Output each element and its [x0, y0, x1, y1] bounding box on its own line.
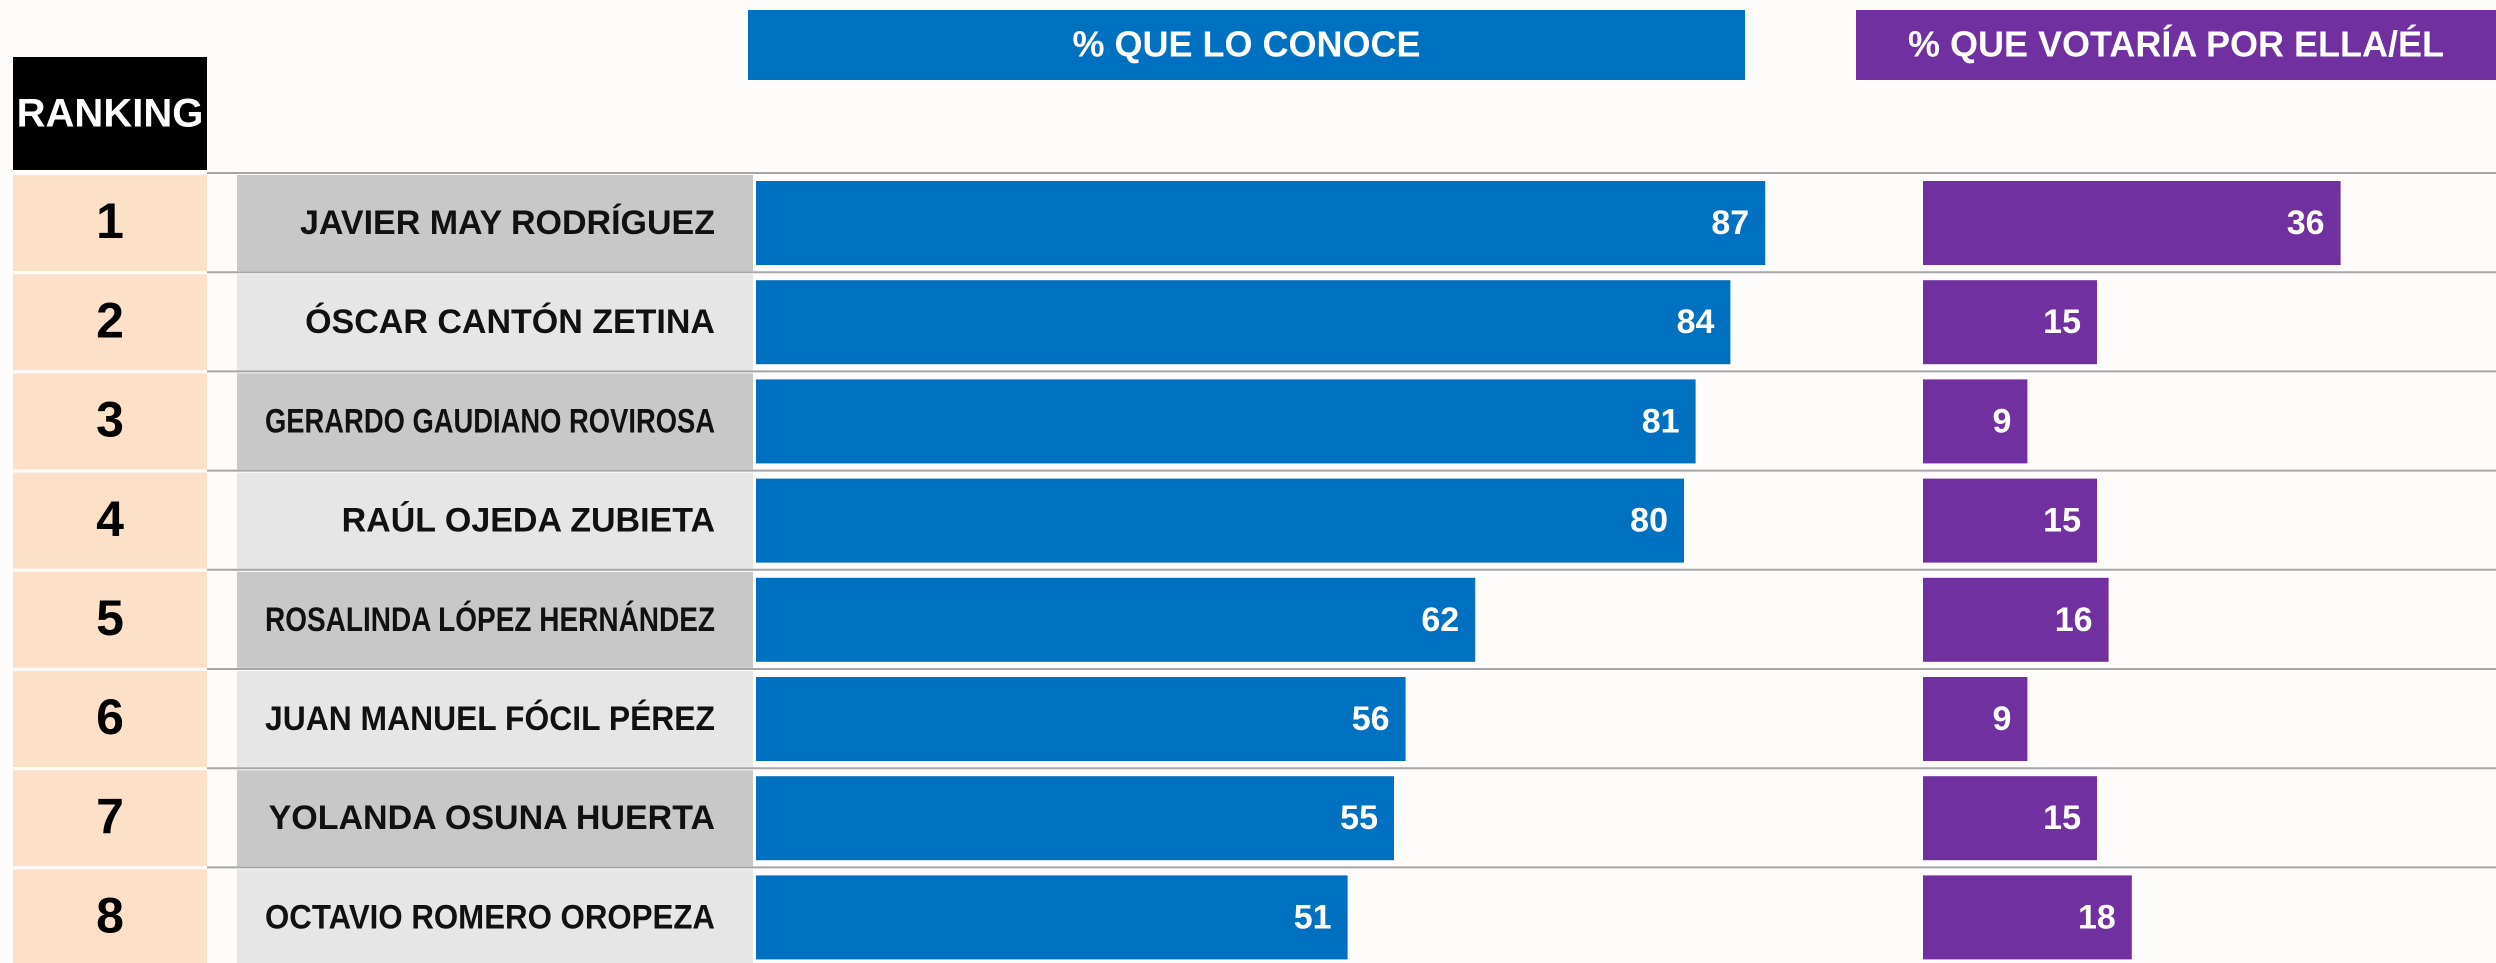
ranking-header-box — [13, 57, 207, 170]
bar — [1923, 181, 2341, 265]
rank-label: 3 — [96, 392, 124, 448]
value-label: 15 — [2043, 799, 2081, 837]
name-cell — [237, 472, 753, 569]
value-label: 62 — [1421, 601, 1459, 639]
bar — [756, 677, 1406, 761]
category-label: ÓSCAR CANTÓN ZETINA — [305, 303, 715, 341]
value-label: 36 — [2287, 204, 2325, 242]
rank-cell — [13, 770, 207, 867]
ranking-header: RANKING — [17, 92, 204, 136]
series-header: % QUE VOTARÍA POR ELLA/ÉL — [1908, 24, 2444, 65]
category-label: JAVIER MAY RODRÍGUEZ — [300, 204, 715, 242]
series-header-box — [1856, 10, 2496, 80]
bar — [1923, 677, 2028, 761]
value-label: 18 — [2078, 898, 2116, 936]
value-label: 15 — [2043, 303, 2081, 341]
rank-label: 7 — [96, 788, 124, 844]
category-label: ROSALINDA LÓPEZ HERNÁNDEZ — [265, 601, 715, 639]
value-label: 87 — [1711, 204, 1749, 242]
value-label: 81 — [1642, 402, 1680, 440]
name-cell — [237, 869, 753, 963]
bar — [756, 379, 1696, 464]
value-label: 9 — [1992, 402, 2011, 440]
bar — [1923, 776, 2097, 861]
rank-cell — [13, 472, 207, 569]
value-label: 9 — [1992, 700, 2011, 738]
rank-label: 8 — [96, 888, 124, 944]
rank-cell — [13, 869, 207, 963]
rank-label: 6 — [96, 689, 124, 745]
bar — [1923, 280, 2097, 365]
bar — [1923, 875, 2132, 960]
rank-cell — [13, 175, 207, 271]
series-header: % QUE LO CONOCE — [1072, 24, 1420, 65]
bar — [1923, 379, 2028, 464]
bar — [1923, 478, 2097, 563]
bar — [756, 478, 1684, 563]
value-label: 16 — [2055, 601, 2093, 639]
bar — [756, 181, 1766, 265]
category-label: GERARDO GAUDIANO ROVIROSA — [265, 402, 715, 440]
bar — [1923, 577, 2109, 662]
bar — [756, 577, 1476, 662]
category-label: JUAN MANUEL FÓCIL PÉREZ — [265, 700, 715, 738]
rank-label: 5 — [96, 590, 124, 646]
name-cell — [237, 274, 753, 371]
value-label: 56 — [1352, 700, 1390, 738]
name-cell — [237, 373, 753, 470]
category-label: YOLANDA OSUNA HUERTA — [269, 799, 715, 837]
rank-label: 1 — [96, 193, 124, 249]
name-cell — [237, 671, 753, 767]
value-label: 55 — [1340, 799, 1378, 837]
rank-cell — [13, 373, 207, 470]
value-label: 80 — [1630, 502, 1668, 540]
rank-cell — [13, 571, 207, 668]
series-header-box — [748, 10, 1745, 80]
name-cell — [237, 571, 753, 668]
value-label: 84 — [1677, 303, 1715, 341]
bar — [756, 280, 1731, 365]
rank-cell — [13, 274, 207, 371]
name-cell — [237, 175, 753, 271]
value-label: 15 — [2043, 502, 2081, 540]
rank-label: 2 — [96, 292, 124, 348]
rank-label: 4 — [96, 491, 124, 547]
category-label: OCTAVIO ROMERO OROPEZA — [265, 898, 715, 936]
rank-cell — [13, 671, 207, 767]
bar — [756, 776, 1394, 861]
name-cell — [237, 770, 753, 867]
category-label: RAÚL OJEDA ZUBIETA — [342, 502, 715, 540]
bar — [756, 875, 1348, 960]
value-label: 51 — [1294, 898, 1332, 936]
